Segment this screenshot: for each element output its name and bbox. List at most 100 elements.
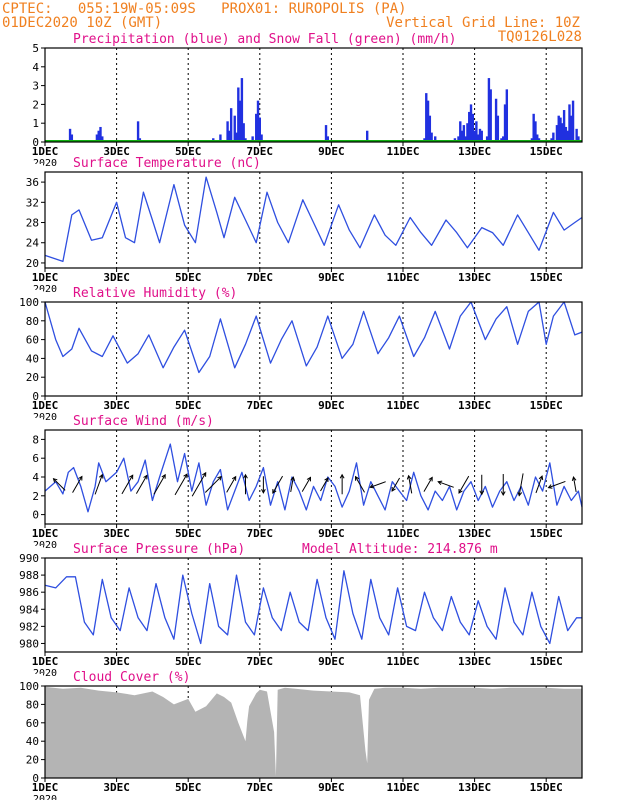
- wind-arrow: [72, 475, 83, 493]
- x-tick-label: 3DEC: [103, 145, 130, 158]
- precip-bar: [226, 121, 229, 142]
- panel-title: Surface Wind (m/s): [73, 414, 214, 429]
- precip-bar: [233, 115, 236, 142]
- precip-bar: [426, 100, 430, 142]
- header-run-time: 01DEC2020 10Z (GMT): [2, 15, 163, 31]
- precip-bar: [260, 134, 263, 142]
- panel-title: Surface Temperature (nC): [73, 156, 261, 171]
- y-tick-label: 24: [26, 237, 40, 250]
- x-tick-label: 7DEC: [247, 781, 274, 794]
- y-tick-label: 990: [19, 552, 39, 565]
- wind-arrow: [437, 480, 454, 488]
- precip-bar: [430, 132, 433, 142]
- y-tick-label: 2: [32, 490, 39, 503]
- precip-bar: [228, 130, 231, 142]
- wind-arrow: [320, 477, 329, 492]
- x-tick-label: 13DEC: [458, 655, 491, 668]
- y-tick-label: 0: [32, 136, 39, 149]
- y-tick-label: 60: [26, 334, 39, 347]
- precip-bar: [464, 136, 467, 142]
- y-tick-label: 0: [32, 390, 39, 403]
- precip-bar: [475, 121, 478, 142]
- panel-title: Cloud Cover (%): [73, 670, 190, 685]
- precip-bar: [428, 115, 432, 142]
- precip-bar: [101, 136, 104, 142]
- x-tick-label: 1DEC: [32, 527, 59, 540]
- x-tick-label: 13DEC: [458, 399, 491, 412]
- precip-bar: [566, 130, 569, 142]
- x-tick-label: 5DEC: [175, 271, 202, 284]
- x-tick-label: 11DEC: [386, 271, 419, 284]
- x-tick-label: 9DEC: [318, 271, 345, 284]
- precip-bar: [532, 113, 535, 142]
- x-tick-label: 15DEC: [530, 271, 563, 284]
- y-tick-label: 988: [19, 569, 39, 582]
- y-tick-label: 20: [26, 257, 39, 270]
- wind-arrow: [272, 475, 284, 494]
- x-tick-label: 1DEC: [32, 781, 59, 794]
- x-tick-label: 15DEC: [530, 399, 563, 412]
- y-tick-label: 40: [26, 735, 39, 748]
- panel-humidity: 0 20 40 60 80 100 1DEC 3DEC 5DEC 7DEC 9DEC 11DEC 13D…: [19, 286, 583, 423]
- x-year-label: 2020: [33, 412, 57, 423]
- x-tick-label: 3DEC: [103, 781, 130, 794]
- x-year-label: 2020: [33, 284, 57, 295]
- humidity-line: [44, 301, 583, 374]
- precip-bar: [251, 136, 254, 142]
- header-model-id: TQ0126L028: [497, 29, 582, 45]
- precip-bar: [480, 130, 483, 142]
- panel-frame: [44, 171, 583, 269]
- panel-wind: 0 2 4 6 8 1DEC 3DEC 5DEC 7DEC 9DEC 11DEC 13DEC 15DEC…: [32, 414, 583, 551]
- x-tick-label: 15DEC: [530, 781, 563, 794]
- y-tick-label: 4: [32, 61, 39, 74]
- x-tick-label: 9DEC: [318, 527, 345, 540]
- temperature-line: [44, 176, 583, 263]
- y-tick-label: 80: [26, 698, 39, 711]
- precip-bar: [568, 104, 571, 142]
- precip-bar: [561, 123, 564, 142]
- y-tick-label: 0: [32, 772, 39, 785]
- wind-arrow: [204, 475, 222, 493]
- precip-bar: [326, 136, 330, 142]
- y-tick-label: 20: [26, 371, 39, 384]
- precip-bar: [425, 93, 428, 142]
- y-tick-label: 982: [19, 620, 39, 633]
- wind-arrow: [423, 476, 433, 492]
- precip-bar: [473, 130, 476, 142]
- x-tick-label: 11DEC: [386, 781, 419, 794]
- x-tick-label: 9DEC: [318, 655, 345, 668]
- label-mask: [0, 164, 43, 172]
- wind-arrow: [535, 475, 544, 494]
- precip-bar: [570, 115, 573, 142]
- precip-bar: [505, 89, 509, 142]
- pressure-line: [44, 570, 582, 645]
- precip-bar: [219, 134, 222, 142]
- x-tick-label: 11DEC: [386, 527, 419, 540]
- panel-title: Precipitation (blue) and Snow Fall (gree…: [73, 32, 457, 47]
- precip-bar: [536, 134, 539, 142]
- x-tick-label: 9DEC: [318, 781, 345, 794]
- x-year-label: 2020: [33, 794, 57, 800]
- x-tick-label: 5DEC: [175, 145, 202, 158]
- precip-bar: [559, 117, 562, 142]
- panel-frame: [44, 685, 583, 779]
- x-tick-label: 11DEC: [386, 145, 419, 158]
- x-tick-label: 7DEC: [247, 145, 274, 158]
- panel-precip: 0 1 2 3 4 5 1DEC 3DEC 5DEC 7DEC 9DEC 11DEC 13DEC 15DE…: [32, 32, 583, 169]
- precip-bar: [496, 115, 500, 142]
- wind-arrow: [339, 473, 345, 495]
- cloud-cover-area: [45, 686, 582, 778]
- y-tick-label: 6: [32, 452, 39, 465]
- precip-bar: [255, 113, 258, 142]
- wind-arrow: [354, 475, 365, 493]
- wind-arrow: [226, 475, 237, 493]
- x-tick-label: 5DEC: [175, 399, 202, 412]
- wind-arrow: [479, 474, 485, 496]
- wind-arrow: [406, 474, 413, 494]
- y-tick-label: 2: [32, 98, 39, 111]
- label-mask: [0, 546, 43, 554]
- y-tick-label: 80: [26, 315, 39, 328]
- panel-title: Surface Pressure (hPa): [73, 542, 245, 557]
- wind-arrow: [547, 480, 566, 489]
